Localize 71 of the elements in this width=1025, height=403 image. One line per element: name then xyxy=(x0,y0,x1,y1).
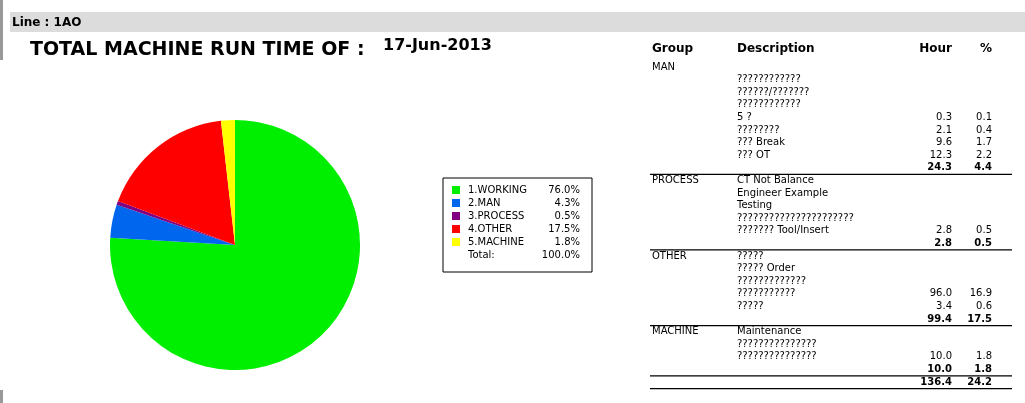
text: ??? Break xyxy=(737,136,785,148)
text: 2.1 xyxy=(936,123,952,135)
text: Line : 1AO xyxy=(10,12,1025,32)
text: 0.3 xyxy=(936,111,952,122)
text: 0.4 xyxy=(976,123,992,135)
text: 24.3 xyxy=(927,161,952,173)
text: 12.3 xyxy=(929,148,952,160)
legend-label: 3.PROCESS xyxy=(468,210,525,221)
legend-label: 1.WORKING xyxy=(468,184,527,195)
data-label: 17.5% xyxy=(548,223,580,234)
pie-slice xyxy=(110,120,360,370)
text: Total: xyxy=(467,249,495,260)
text: ????????????? xyxy=(737,274,806,286)
text: 17.5 xyxy=(967,312,992,324)
text: MAN xyxy=(652,60,675,72)
legend-label: 5.MACHINE xyxy=(468,236,525,247)
text: ????? xyxy=(737,249,764,261)
text: 0.1 xyxy=(976,111,992,122)
text: PROCESS xyxy=(652,174,699,185)
text: 24.2 xyxy=(967,375,992,387)
text: Engineer Example xyxy=(737,186,829,198)
text: 4.4 xyxy=(974,161,992,173)
text: 0.5 xyxy=(974,237,992,248)
chart-title: TOTAL MACHINE RUN TIME OF : xyxy=(30,37,365,59)
text: 10.0 xyxy=(927,363,952,374)
text: ??????????????? xyxy=(737,337,817,349)
text: ????? Order xyxy=(737,262,796,274)
text: ???????????? xyxy=(737,98,801,110)
text: 1.8 xyxy=(976,350,992,362)
text: 96.0 xyxy=(929,287,952,299)
data-label: 1.8% xyxy=(554,236,580,247)
text: MACHINE xyxy=(652,325,699,337)
text: ??????/??????? xyxy=(737,85,810,97)
text: 100.0% xyxy=(541,249,580,260)
text: 136.4 xyxy=(920,375,952,387)
category-label: Hour xyxy=(919,41,953,55)
text: 0.5 xyxy=(976,224,992,236)
text: Maintenance xyxy=(737,325,802,337)
text: ???????? xyxy=(737,123,780,135)
text: ?????????????????????? xyxy=(737,211,854,223)
text: 16.9 xyxy=(969,287,992,299)
text: 1.8 xyxy=(974,363,992,374)
text: 3.4 xyxy=(936,300,952,311)
text: 5 ? xyxy=(737,111,752,122)
text: OTHER xyxy=(652,249,687,261)
text: CT Not Balance xyxy=(737,174,814,185)
category-label: Group xyxy=(652,41,694,55)
text: ????? xyxy=(737,300,764,311)
text: 9.6 xyxy=(936,136,952,148)
text: ???????????? xyxy=(737,73,801,85)
text: 99.4 xyxy=(927,312,952,324)
text: 10.0 xyxy=(929,350,952,362)
data-label: 76.0% xyxy=(548,184,580,195)
chart-subtitle: 17-Jun-2013 xyxy=(383,35,492,54)
text: 0.6 xyxy=(976,300,992,311)
category-label: Description xyxy=(737,41,815,55)
legend-label: 4.OTHER xyxy=(468,223,513,234)
text: ??????? Tool/Insert xyxy=(737,224,829,236)
text: 2.8 xyxy=(936,224,952,236)
pie-slice xyxy=(117,120,235,245)
text: ??? OT xyxy=(737,148,771,160)
data-label: 4.3% xyxy=(554,197,580,208)
text: 2.2 xyxy=(976,148,992,160)
text: ??????????????? xyxy=(737,350,817,362)
text: 2.8 xyxy=(934,237,952,248)
data-label: 0.5% xyxy=(554,210,580,221)
category-label: % xyxy=(979,41,992,55)
text: Testing xyxy=(737,199,773,211)
text: ??????????? xyxy=(737,287,796,299)
text: 1.7 xyxy=(976,136,992,148)
legend-label: 2.MAN xyxy=(468,197,501,208)
